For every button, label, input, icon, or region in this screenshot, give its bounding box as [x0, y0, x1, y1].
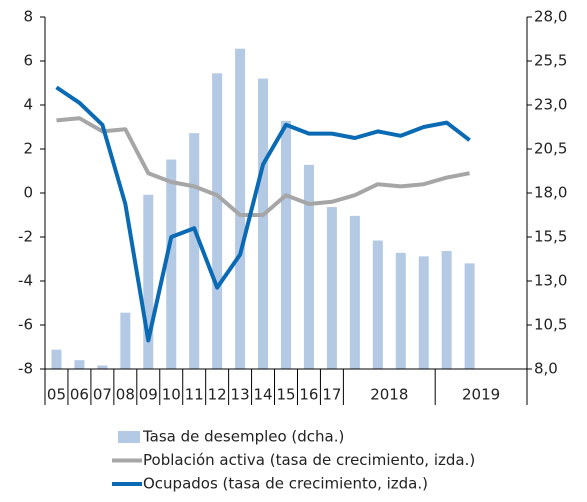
y2-tick-label: 15,5	[534, 228, 567, 246]
bar	[464, 263, 475, 369]
bar	[235, 48, 246, 370]
y2-tick-label: 18,0	[534, 184, 567, 202]
bar	[372, 240, 383, 369]
x-tick-label: 06	[70, 386, 89, 404]
y2-tick-label: 13,0	[534, 272, 567, 290]
legend-label: Ocupados (tasa de crecimiento, izda.)	[143, 475, 428, 493]
y2-tick-label: 28,0	[534, 8, 567, 26]
y2-tick-label: 23,0	[534, 96, 567, 114]
y-tick-label: 8	[23, 8, 33, 26]
y2-tick-label: 25,5	[534, 52, 567, 70]
bar	[418, 256, 429, 369]
x-tick-label: 16	[299, 386, 318, 404]
y-tick-label: 0	[23, 184, 33, 202]
y2-tick-label: 8,0	[534, 360, 558, 378]
bar	[395, 252, 406, 369]
y-tick-label: 6	[23, 52, 33, 70]
bar	[143, 194, 154, 369]
bar	[303, 164, 314, 369]
bar	[281, 120, 291, 369]
bar	[258, 78, 269, 369]
y-tick-label: -6	[18, 316, 33, 334]
bar	[51, 349, 62, 369]
bar	[166, 159, 177, 369]
bar	[97, 365, 108, 369]
x-tick-label: 07	[93, 386, 112, 404]
x-tick-label: 13	[231, 386, 250, 404]
line	[56, 116, 470, 217]
x-tick-label: 15	[276, 386, 295, 404]
x-tick-label: 14	[254, 386, 273, 404]
y-tick-label: -8	[18, 360, 33, 378]
legend-swatch	[118, 431, 140, 443]
bar	[74, 360, 85, 369]
x-group-label: 2019	[462, 386, 500, 404]
bar	[212, 73, 223, 369]
bar	[120, 312, 131, 369]
y2-tick-label: 10,5	[534, 316, 567, 334]
x-tick-label: 09	[139, 386, 158, 404]
y-tick-label: -4	[18, 272, 33, 290]
x-tick-label: 12	[208, 386, 227, 404]
y-tick-label: -2	[18, 228, 33, 246]
y-tick-label: 2	[23, 140, 33, 158]
bar	[349, 215, 360, 369]
x-tick-label: 17	[322, 386, 341, 404]
legend-label: Población activa (tasa de crecimiento, i…	[143, 451, 475, 469]
legend-label: Tasa de desempleo (dcha.)	[142, 428, 344, 446]
y2-tick-label: 20,5	[534, 140, 567, 158]
bar	[326, 207, 337, 369]
x-tick-label: 11	[185, 386, 204, 404]
x-tick-label: 08	[116, 386, 135, 404]
x-tick-label: 10	[162, 386, 181, 404]
bar	[189, 133, 200, 369]
y-tick-label: 4	[23, 96, 33, 114]
bar	[441, 251, 452, 369]
x-tick-label: 05	[47, 386, 66, 404]
x-group-label: 2018	[370, 386, 408, 404]
line	[55, 85, 471, 343]
